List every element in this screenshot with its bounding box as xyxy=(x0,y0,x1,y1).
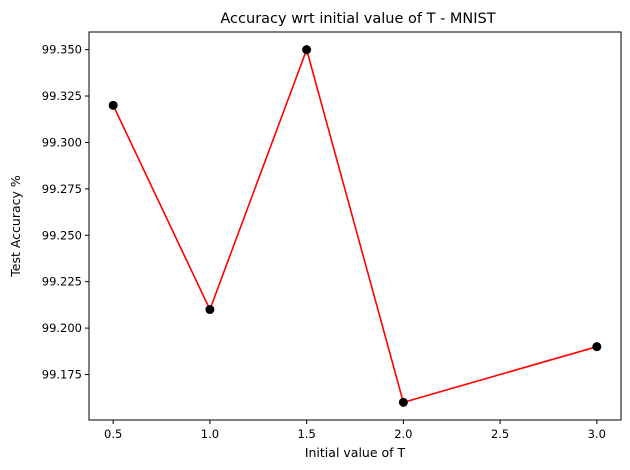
data-point xyxy=(398,397,408,407)
x-tick-label: 0.5 xyxy=(104,427,122,441)
y-tick-label: 99.200 xyxy=(42,321,82,335)
y-tick-label: 99.225 xyxy=(42,275,82,289)
y-axis-ticks: 99.175 99.200 99.225 99.250 99.275 99.300 99.3… xyxy=(42,43,89,382)
x-tick-label: 2.5 xyxy=(491,427,509,441)
y-tick-label: 99.350 xyxy=(42,43,82,57)
chart-title: Accuracy wrt initial value of T - MNIST xyxy=(220,11,495,27)
x-tick-label: 1.0 xyxy=(201,427,219,441)
x-tick-label: 1.5 xyxy=(297,427,315,441)
y-tick-label: 99.175 xyxy=(42,368,82,382)
data-point xyxy=(592,342,602,352)
y-tick-label: 99.275 xyxy=(42,182,82,196)
data-point xyxy=(108,100,118,110)
y-tick-label: 99.250 xyxy=(42,228,82,242)
x-tick-label: 2.0 xyxy=(394,427,412,441)
data-point xyxy=(205,305,215,315)
plot-frame xyxy=(88,31,622,421)
x-axis-label: Initial value of T xyxy=(305,445,406,460)
y-tick-label: 99.325 xyxy=(42,89,82,103)
plot-area xyxy=(108,45,602,407)
y-tick-label: 99.300 xyxy=(42,135,82,149)
data-point xyxy=(302,45,312,55)
x-tick-label: 3.0 xyxy=(588,427,606,441)
x-axis-ticks: 0.5 1.0 1.5 2.0 2.5 3.0 xyxy=(104,420,606,441)
y-axis-label: Test Accuracy % xyxy=(8,175,23,278)
